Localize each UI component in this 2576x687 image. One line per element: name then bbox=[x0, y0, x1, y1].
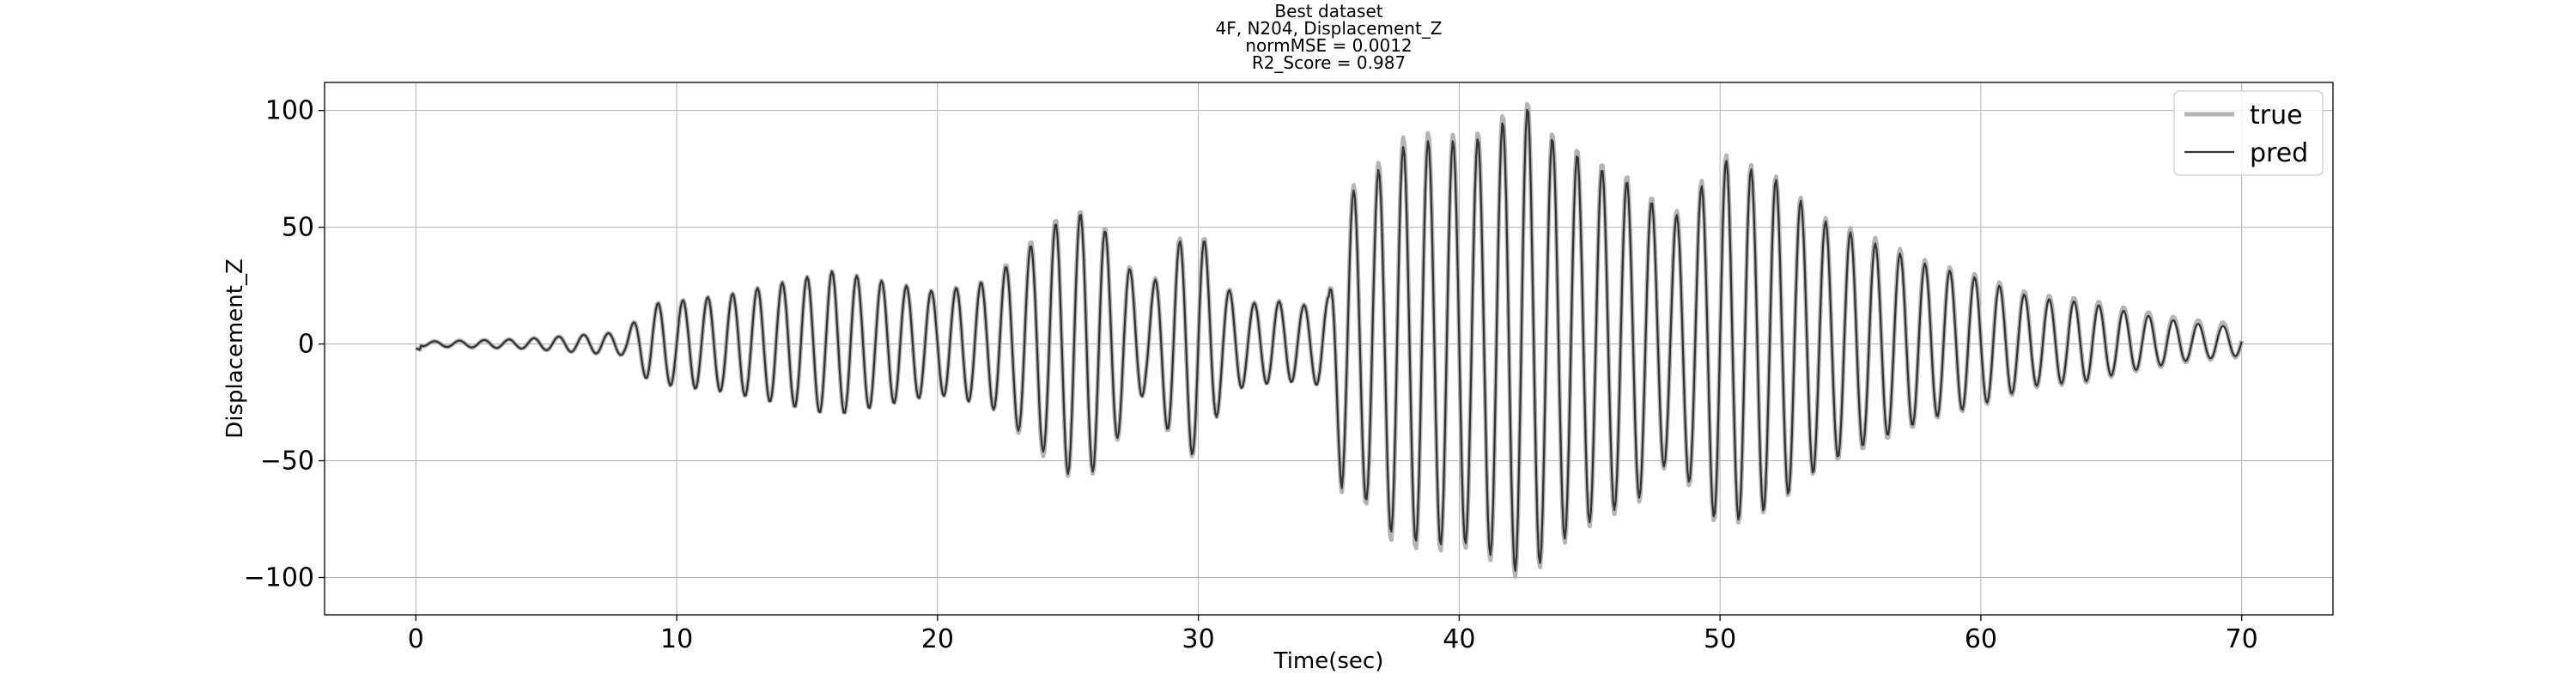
x-tick-label: 10 bbox=[660, 624, 693, 654]
x-tick-label: 20 bbox=[921, 624, 954, 654]
x-axis-ticks: 0 10 20 30 40 50 60 70 bbox=[408, 615, 2258, 654]
x-tick-label: 50 bbox=[1704, 624, 1736, 654]
title-line: Best dataset bbox=[1274, 1, 1382, 21]
title-line: normMSE = 0.0012 bbox=[1245, 35, 1412, 56]
plot-frame bbox=[324, 82, 2334, 616]
x-tick-label: 70 bbox=[2226, 624, 2258, 654]
x-tick-label: 60 bbox=[1965, 624, 1997, 654]
title-line: R2_Score = 0.987 bbox=[1252, 52, 1406, 73]
y-tick-label: −50 bbox=[260, 447, 314, 477]
y-tick-label: 50 bbox=[282, 213, 314, 243]
x-tick-label: 30 bbox=[1182, 624, 1215, 654]
y-tick-label: 100 bbox=[265, 96, 314, 126]
y-tick-label: −100 bbox=[244, 562, 314, 593]
x-axis-label: Time(sec) bbox=[1273, 648, 1384, 674]
series-line-pred bbox=[416, 108, 2243, 572]
legend: true pred bbox=[2173, 90, 2324, 176]
legend-label-true: true bbox=[2250, 100, 2303, 131]
x-tick-label: 40 bbox=[1443, 624, 1475, 654]
y-tick-label: 0 bbox=[298, 330, 314, 360]
legend-label-pred: pred bbox=[2250, 138, 2308, 168]
plot-series bbox=[415, 101, 2245, 579]
title-line: 4F, N204, Displacement_Z bbox=[1216, 18, 1443, 39]
y-axis-label: Displacement_Z bbox=[222, 258, 248, 439]
x-tick-label: 0 bbox=[408, 624, 424, 654]
y-axis-ticks: −100 −50 0 50 100 bbox=[244, 96, 325, 593]
